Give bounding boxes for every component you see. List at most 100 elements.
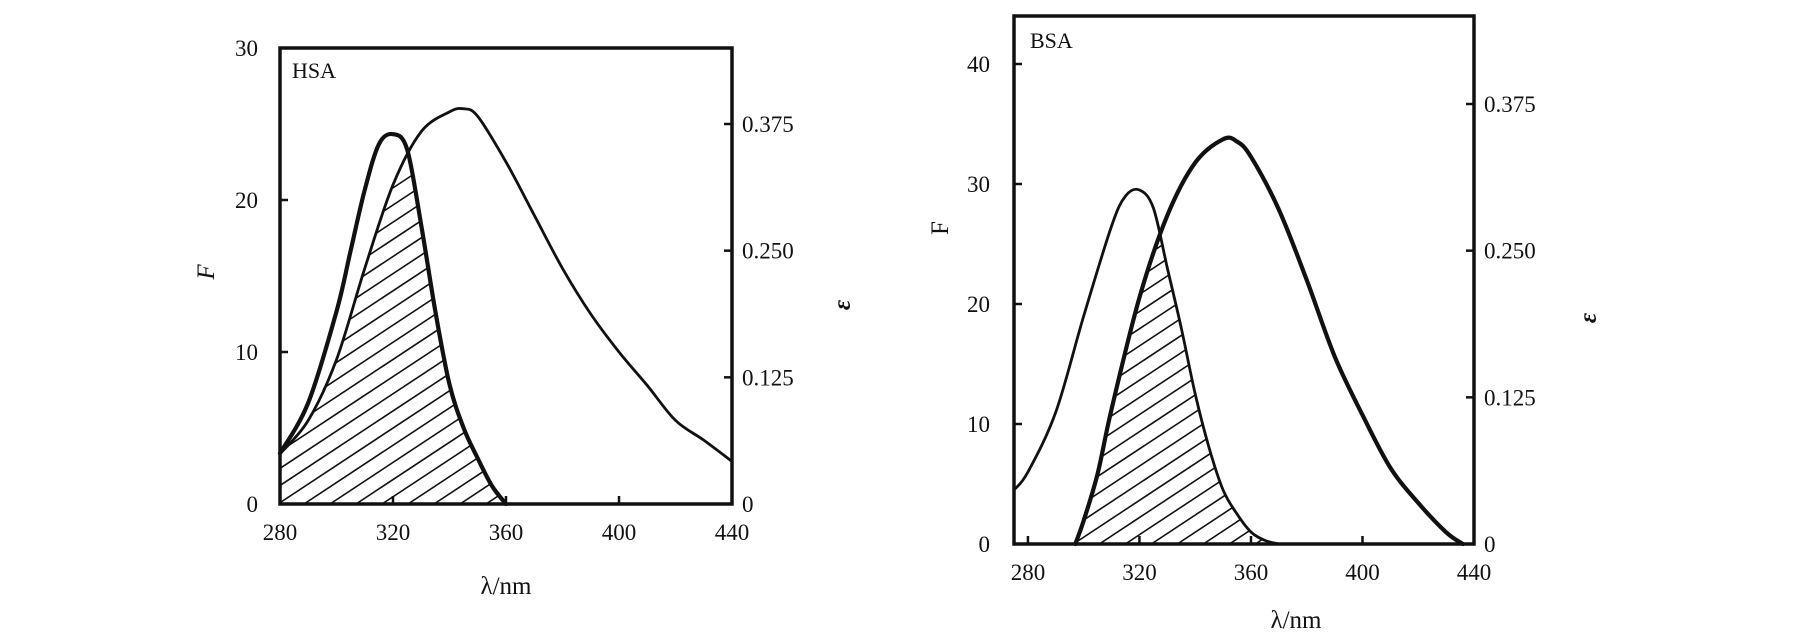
y-tick-label-right: 0.250 [742,239,794,264]
hatch-line [280,173,506,505]
hatch-line [1619,214,1805,544]
hatch-line [1515,214,1805,544]
hatch-line [280,173,311,505]
plot-frame-bsa [1012,14,1476,546]
hatch-line [280,173,506,505]
y-axis-label-left-bsa: F [927,221,954,235]
hatch-line [0,174,258,504]
hatch-line [475,214,975,544]
y-tick-label-right: 0 [1484,532,1496,557]
hatch-line [798,174,1298,504]
hatch-line [407,173,506,505]
hatch-line [280,173,441,505]
hatch-line [1075,237,1279,544]
hatch-line [1645,214,1805,544]
hatch-lines [0,173,1324,505]
hatch-line [538,174,1038,504]
y-tick-label-left: 40 [967,52,990,77]
hatch-line [1075,237,1132,544]
hatch-line [0,174,180,504]
x-axis-label-bsa: λ/nm [1270,607,1322,634]
y-tick-label-left: 0 [979,532,991,557]
hatch-line [280,173,506,505]
hatch-line [280,173,285,505]
x-tick-label: 400 [602,520,637,545]
x-tick-label: 440 [1457,560,1492,585]
hatch-line [772,174,1272,504]
y-axis-label-right-bsa: ε [1575,312,1602,323]
hatch-line [1075,237,1279,544]
hatch-line [381,173,506,505]
series-group-hsa [277,107,734,507]
x-tick-label: 320 [1122,560,1157,585]
hatch-line [1202,237,1279,544]
hatch-line [1075,237,1236,544]
hatch-region-bsa [475,214,1805,544]
hatch-line [303,173,506,505]
hatch-line [1075,237,1279,544]
y-tick-label-left: 30 [235,36,258,61]
y-tick-label-right: 0.375 [742,112,794,137]
panel-tag-hsa: HSA [292,58,336,83]
hatch-line [1411,214,1805,544]
hatch-line [746,174,1246,504]
hatch-line [1385,214,1805,544]
hatch-line [1075,237,1279,544]
hatch-line [1333,214,1805,544]
hatch-line [280,173,506,505]
hatch-line [1075,237,1279,544]
hatch-line [1671,214,1805,544]
hatch-line [1075,237,1279,544]
hatch-line [280,173,506,505]
series-group-bsa [1012,135,1465,547]
y-tick-label-right: 0 [742,492,754,517]
y-tick-label-right: 0.250 [1484,239,1536,264]
hatch-region-hsa [0,173,1324,505]
absorption-curve-hsa [277,131,509,507]
hatch-line [824,174,1324,504]
y-tick-label-left: 0 [247,492,259,517]
y-axis-label-left-hsa: F [193,264,220,281]
hatch-line [1075,237,1279,544]
hatch-line [564,174,1064,504]
hatch-line [1075,237,1106,544]
fluorescence-curve-bsa [1012,187,1281,546]
hatch-line [616,174,1116,504]
hatch-line [1176,237,1279,544]
plot-frame-hsa [278,46,734,506]
hatch-line [1075,237,1279,544]
x-tick-label: 280 [263,520,298,545]
x-tick-label: 400 [1345,560,1380,585]
hatch-line [355,173,506,505]
hatch-line [642,174,1142,504]
hatch-line [0,174,232,504]
y-tick-label-right: 0.375 [1484,92,1536,117]
hatch-line [1075,237,1080,544]
fluorescence-curve-hsa [278,107,734,463]
hatch-line [1307,214,1805,544]
hatch-line [280,173,363,505]
y-axis-label-right-hsa: ε [829,299,856,310]
hatch-line [553,214,1053,544]
hatch-line [280,173,493,505]
hatch-line [459,173,506,505]
y-tick-label-left: 10 [967,412,990,437]
ticks-hsa: 280 320 360 400 440 0 10 20 30 0 0.125 0.250 0.375 [235,36,794,545]
x-tick-label: 320 [376,520,411,545]
hatch-line [1075,237,1279,544]
y-tick-label-right: 0.125 [742,365,794,390]
y-tick-label-right: 0.125 [1484,385,1536,410]
panel-tag-bsa: BSA [1030,28,1073,53]
hatch-line [1124,237,1279,544]
hatch-line [329,173,506,505]
hatch-line [1593,214,1805,544]
hatch-line [1567,214,1805,544]
hatch-line [1228,237,1279,544]
hatch-line [280,173,506,505]
x-axis-label-hsa: λ/nm [480,573,532,600]
hatch-line [1075,237,1279,544]
hatch-line [485,173,506,505]
hatch-line [668,174,1168,504]
